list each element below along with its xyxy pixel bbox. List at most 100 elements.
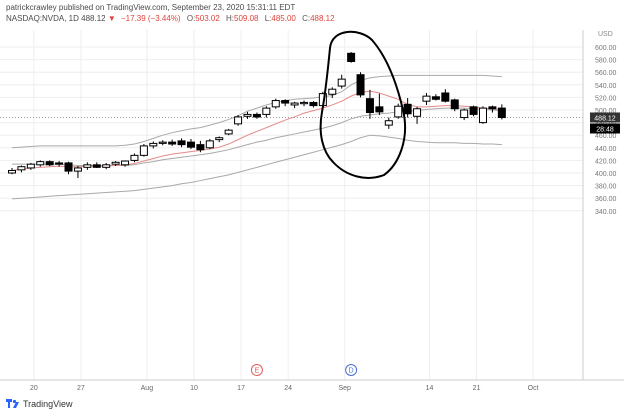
candle-body-up	[83, 164, 92, 168]
candle-body-up	[139, 145, 148, 156]
candle	[347, 52, 356, 63]
publish-text: published on TradingView.com, September …	[58, 3, 296, 12]
candle	[17, 165, 26, 173]
candle	[26, 162, 35, 170]
candle	[394, 103, 403, 119]
candle-body-up	[234, 116, 243, 125]
candle	[262, 106, 271, 118]
candle	[149, 141, 158, 149]
candle	[186, 138, 195, 150]
candle	[196, 140, 205, 153]
candle-body-up	[102, 164, 111, 168]
candle	[365, 89, 374, 119]
candle-body-down	[45, 161, 54, 166]
candle-body-up	[394, 105, 403, 118]
price-tags: 488.12 28:48	[590, 112, 620, 134]
close-label: C:	[302, 14, 311, 23]
candle-body-down	[497, 107, 506, 119]
candle	[271, 98, 280, 109]
candle-body-down	[168, 141, 177, 145]
y-axis-ticks: 600.00580.00560.00540.00520.00500.00480.…	[595, 45, 617, 216]
y-tick-label: 560.00	[595, 70, 617, 77]
candlestick-series	[8, 52, 506, 179]
dividend-event-circle	[345, 364, 358, 376]
candle-body-up	[121, 160, 130, 166]
axes: USD	[0, 30, 624, 381]
candle-body-down	[365, 98, 374, 114]
candle-body-up	[422, 95, 431, 102]
x-axis-ticks: 20 27 Aug 10 17 24 Sep 14 21 Oct	[30, 385, 539, 392]
low-label: L:	[264, 14, 272, 23]
last-price-tag-text: 488.12	[594, 115, 616, 122]
earnings-event-label: E	[255, 368, 260, 375]
tradingview-logo-icon	[6, 399, 19, 408]
x-tick-label: 21	[473, 385, 481, 392]
candle-body-down	[177, 140, 186, 146]
open-label: O:	[186, 14, 196, 23]
candle-body-down	[92, 164, 101, 168]
candle	[281, 99, 290, 107]
bollinger-bands	[0, 74, 583, 200]
candle	[121, 160, 130, 167]
candle	[177, 138, 186, 148]
currency-label: USD	[598, 31, 613, 38]
candle	[413, 106, 422, 124]
candle	[252, 112, 261, 119]
candle-body-down	[347, 52, 356, 62]
candle-body-down	[488, 106, 497, 110]
y-tick-label: 540.00	[595, 83, 617, 90]
y-tick-label: 600.00	[595, 45, 617, 52]
candle-body-up	[158, 141, 167, 144]
candle	[215, 136, 224, 143]
candle	[431, 94, 440, 101]
price-change: −17.39 (−3.44%)	[121, 14, 181, 23]
candle-body-up	[36, 161, 45, 166]
y-tick-label: 360.00	[595, 196, 617, 203]
candle	[356, 72, 365, 98]
candle	[309, 101, 318, 108]
candle-body-up	[149, 142, 158, 147]
publish-info: patrickcrawley published on TradingView.…	[6, 3, 295, 12]
x-tick-label: 20	[30, 385, 38, 392]
candle	[102, 162, 111, 170]
y-tick-label: 400.00	[595, 171, 617, 178]
symbol-name[interactable]: NASDAQ:NVDA, 1D	[6, 14, 79, 23]
candle	[64, 161, 73, 175]
x-tick-label: 27	[77, 385, 85, 392]
candle-body-down	[469, 106, 478, 115]
candle-body-up	[130, 154, 139, 161]
candle-body-up	[300, 101, 309, 105]
low-value: 485.00	[271, 14, 296, 23]
candle	[243, 111, 252, 119]
candle-body-down	[309, 101, 318, 107]
candle	[130, 153, 139, 163]
y-tick-label: 580.00	[595, 58, 617, 65]
candle	[290, 101, 299, 109]
candle	[8, 167, 16, 175]
candle-body-up	[460, 109, 469, 119]
footer-brand[interactable]: TradingView	[6, 399, 73, 409]
candle-body-up	[337, 78, 346, 87]
candle-body-up	[26, 163, 35, 169]
candle	[403, 98, 412, 118]
close-value: 488.12	[310, 14, 335, 23]
y-tick-label: 380.00	[595, 184, 617, 191]
candle-body-up	[8, 169, 16, 174]
author-name[interactable]: patrickcrawley	[6, 3, 57, 12]
dividend-event-marker: D	[345, 364, 358, 376]
y-tick-label: 440.00	[595, 146, 617, 153]
x-tick-label: 14	[426, 385, 434, 392]
highlight-oval[interactable]	[319, 30, 407, 179]
candle-body-up	[111, 161, 120, 165]
candle	[328, 87, 337, 99]
last-price-tag	[590, 112, 620, 123]
candle-body-down	[450, 99, 459, 110]
candle	[422, 92, 431, 105]
candle-body-up	[17, 166, 26, 171]
chart-grid	[0, 30, 583, 380]
candle	[441, 89, 450, 103]
earnings-event-marker: E	[250, 364, 263, 376]
candle	[92, 162, 101, 168]
candle	[111, 161, 120, 167]
